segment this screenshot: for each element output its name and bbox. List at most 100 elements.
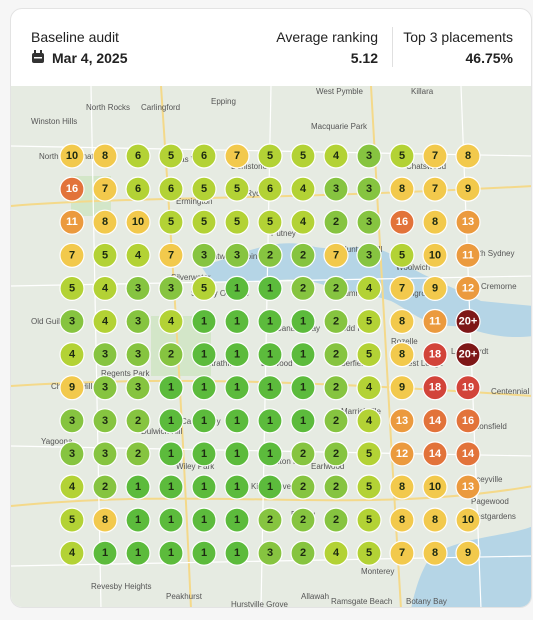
- marker-circle: [290, 408, 316, 434]
- rank-marker: 7: [323, 242, 349, 268]
- marker-label: 12: [462, 282, 474, 294]
- marker-circle: [224, 209, 250, 235]
- rank-marker: 5: [158, 209, 184, 235]
- marker-label: 1: [234, 316, 240, 328]
- rank-marker: 1: [257, 441, 283, 467]
- marker-label: 7: [432, 150, 438, 162]
- place-label: Carlingford: [141, 103, 180, 112]
- place-label: Regents Park: [101, 369, 150, 378]
- rank-marker: 5: [59, 507, 85, 533]
- marker-circle: [125, 507, 151, 533]
- place-label: Earlwood: [311, 462, 344, 471]
- rank-marker: 2: [158, 342, 184, 368]
- marker-circle: [356, 342, 382, 368]
- rank-marker: 14: [422, 408, 448, 434]
- place-label: Rodd Point: [336, 324, 376, 333]
- rank-marker: 13: [455, 209, 481, 235]
- marker-label: 6: [267, 183, 273, 195]
- rank-marker: 5: [59, 275, 85, 301]
- marker-label: 5: [366, 481, 372, 493]
- marker-label: 1: [168, 448, 174, 460]
- marker-label: 4: [366, 282, 373, 294]
- marker-circle: [158, 375, 184, 401]
- marker-circle: [290, 176, 316, 202]
- marker-label: 8: [399, 183, 405, 195]
- header: Baseline audit Mar 4, 2025 Average ranki…: [11, 9, 531, 86]
- marker-circle: [59, 441, 85, 467]
- marker-circle: [125, 209, 151, 235]
- marker-circle: [59, 209, 85, 235]
- marker-circle: [389, 176, 415, 202]
- marker-circle: [59, 143, 85, 169]
- rank-marker: 1: [191, 342, 217, 368]
- marker-circle: [356, 507, 382, 533]
- marker-circle: [125, 441, 151, 467]
- marker-circle: [323, 143, 349, 169]
- rank-marker: 3: [224, 242, 250, 268]
- rank-marker: 1: [191, 375, 217, 401]
- marker-label: 8: [465, 150, 471, 162]
- marker-label: 8: [399, 316, 405, 328]
- rank-marker: 6: [191, 143, 217, 169]
- rank-marker: 1: [224, 375, 250, 401]
- rank-marker: 1: [224, 275, 250, 301]
- marker-label: 3: [366, 150, 372, 162]
- marker-circle: [92, 308, 118, 335]
- marker-circle: [158, 540, 184, 566]
- marker-label: 6: [201, 150, 207, 162]
- marker-circle: [389, 143, 415, 169]
- marker-circle: [158, 474, 184, 500]
- marker-label: 8: [102, 150, 108, 162]
- marker-circle: [323, 507, 349, 533]
- marker-circle: [191, 342, 217, 368]
- marker-circle: [125, 143, 151, 169]
- marker-label: 2: [102, 481, 108, 493]
- place-label: Strathfield: [206, 359, 242, 368]
- marker-label: 5: [201, 216, 207, 228]
- marker-circle: [92, 474, 118, 500]
- marker-circle: [290, 143, 316, 169]
- marker-label: 1: [201, 415, 207, 427]
- marker-label: 1: [267, 481, 273, 493]
- calendar-icon: [32, 50, 44, 63]
- marker-label: 5: [366, 349, 372, 361]
- marker-circle: [323, 176, 349, 202]
- rank-marker: 7: [422, 176, 448, 202]
- marker-circle: [422, 342, 448, 368]
- marker-label: 1: [267, 282, 273, 294]
- marker-circle: [191, 474, 217, 500]
- rank-marker: 2: [323, 375, 349, 401]
- marker-label: 3: [135, 282, 141, 294]
- marker-label: 4: [300, 183, 307, 195]
- marker-circle: [158, 275, 184, 301]
- marker-circle: [191, 143, 217, 169]
- marker-label: 1: [234, 448, 240, 460]
- rank-marker: 6: [158, 176, 184, 202]
- place-label: Peakhurst: [166, 592, 203, 601]
- rank-marker: 4: [323, 143, 349, 169]
- marker-circle: [92, 176, 118, 202]
- rank-marker: 5: [356, 540, 382, 566]
- marker-label: 1: [201, 448, 207, 460]
- marker-label: 1: [135, 514, 141, 526]
- rank-marker: 2: [323, 275, 349, 301]
- rank-marker: 1: [158, 375, 184, 401]
- marker-label: 1: [234, 547, 240, 559]
- marker-label: 2: [333, 514, 339, 526]
- rank-marker: 3: [59, 441, 85, 467]
- marker-circle: [125, 242, 151, 268]
- rank-marker: 11: [59, 209, 85, 235]
- rank-marker: 1: [257, 308, 283, 335]
- marker-circle: [422, 408, 448, 434]
- rank-marker: 6: [125, 143, 151, 169]
- rank-marker: 1: [257, 474, 283, 500]
- rank-marker: 5: [389, 143, 415, 169]
- marker-label: 5: [366, 448, 372, 460]
- marker-circle: [389, 408, 415, 434]
- rank-marker: 7: [59, 242, 85, 268]
- rank-marker: 5: [356, 507, 382, 533]
- marker-label: 10: [66, 150, 78, 162]
- rank-marker: 4: [125, 242, 151, 268]
- marker-circle: [422, 441, 448, 467]
- marker-circle: [224, 308, 250, 335]
